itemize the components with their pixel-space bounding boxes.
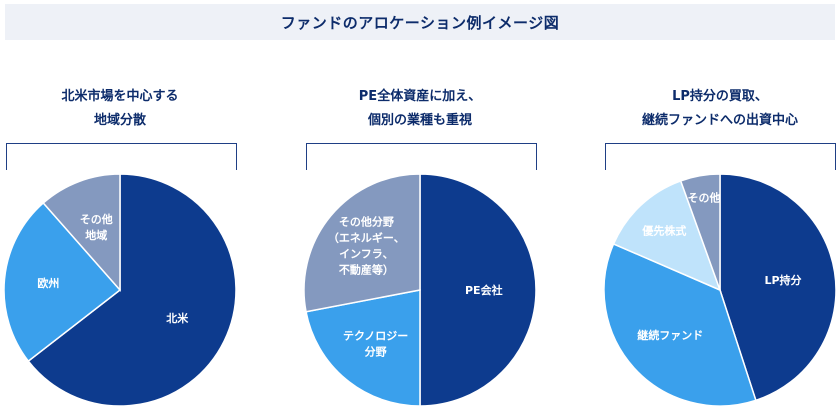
panel-3-caption: LP持分の買取、 継続ファンドへの出資中心 (600, 85, 840, 133)
pie-2-slice-2 (305, 289, 421, 407)
panel-1-caption-line-1: 北米市場を中心する (61, 89, 179, 104)
pie-3-slice-2-label: 継続ファンド (637, 328, 703, 342)
pie-1-slice-2 (3, 201, 122, 363)
panel-3-caption-line-2: 継続ファンドへの出資中心 (641, 113, 798, 128)
pie-3-slice-1 (719, 173, 837, 402)
pie-2-slice-3 (303, 173, 421, 313)
panel-2-bracket (306, 143, 537, 170)
pie-2-slice-1-label: PE会社 (465, 283, 503, 297)
panel-1-caption-line-2: 地域分散 (93, 113, 146, 128)
pie-3-slice-4 (679, 173, 721, 291)
pie-1-slice-1 (27, 173, 237, 407)
panel-3-bracket (605, 143, 836, 170)
page-title: ファンドのアロケーション例イメージ図 (280, 13, 560, 32)
pie-3-slice-1-label: LP持分 (764, 273, 801, 287)
panel-2-caption-line-1: PE全体資産に加え、 (358, 89, 482, 104)
pie-1-slice-2-label: 欧州 (37, 276, 59, 290)
pie-1-slice-3-label: その他地域 (80, 212, 113, 242)
pie-3-slice-4-label: その他 (688, 191, 721, 205)
pie-1-slice-3 (42, 173, 121, 292)
panel-2-caption: PE全体資産に加え、 個別の業種も重視 (300, 85, 540, 133)
pie-2-slice-1 (419, 173, 537, 407)
panel-2-caption-line-2: 個別の業種も重視 (367, 113, 472, 128)
panel-1-caption: 北米市場を中心する 地域分散 (0, 85, 240, 133)
pie-3-slice-3 (612, 179, 722, 292)
panel-1-bracket (6, 143, 237, 170)
panel-3-caption-line-1: LP持分の買取、 (672, 89, 768, 104)
title-bar: ファンドのアロケーション例イメージ図 (5, 4, 835, 40)
pie-2-slice-2-label: テクノロジー分野 (343, 329, 408, 358)
pie-chart-regions: 北米 欧州 その他地域 (3, 173, 237, 407)
pie-2-slice-3-label: その他分野（エネルギー、インフラ、不動産等） (328, 214, 405, 276)
pie-3-slice-3-label: 優先株式 (641, 224, 686, 238)
pie-3-slice-2 (603, 242, 757, 407)
pie-1-slice-1-label: 北米 (166, 311, 189, 325)
